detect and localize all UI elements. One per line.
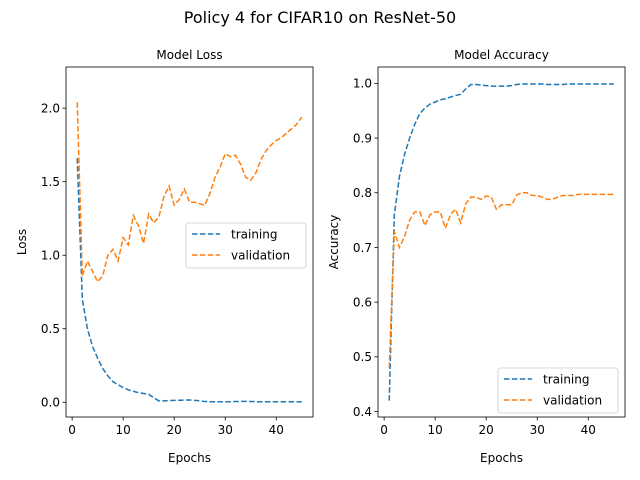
loss-chart-panel: Model Loss Epochs Loss 0 10 20 30 40 0.0 0.5 1.…	[15, 48, 314, 465]
accuracy-y-tick-label: 0.8	[353, 186, 372, 200]
accuracy-x-tick-label: 30	[530, 423, 545, 437]
accuracy-series-training-line	[388, 83, 614, 401]
accuracy-chart-title: Model Accuracy	[454, 48, 549, 62]
accuracy-x-axis-label: Epochs	[480, 451, 523, 465]
accuracy-legend-training-label: training	[543, 373, 590, 387]
loss-x-tick-label: 20	[167, 423, 182, 437]
accuracy-y-axis-label: Accuracy	[327, 215, 341, 270]
accuracy-x-tick-label: 0	[380, 423, 388, 437]
loss-y-tick-label: 1.0	[41, 249, 60, 263]
loss-x-tick-label: 10	[116, 423, 131, 437]
accuracy-y-tick-label: 0.9	[353, 131, 372, 145]
loss-x-axis-label: Epochs	[168, 451, 211, 465]
loss-x-tick-label: 30	[218, 423, 233, 437]
accuracy-y-tick-label: 0.6	[353, 295, 372, 309]
loss-y-tick-label: 1.5	[41, 175, 60, 189]
accuracy-x-tick-label: 40	[581, 423, 596, 437]
loss-series-training-line	[76, 158, 302, 403]
accuracy-legend-validation-label: validation	[543, 394, 602, 408]
accuracy-x-tick-label: 10	[428, 423, 443, 437]
accuracy-y-tick-label: 1.0	[353, 77, 372, 91]
loss-legend-training-label: training	[231, 228, 278, 242]
loss-y-axis-label: Loss	[15, 229, 29, 255]
loss-y-tick-label: 0.0	[41, 396, 60, 410]
figure-suptitle: Policy 4 for CIFAR10 on ResNet-50	[184, 8, 456, 27]
accuracy-chart-panel: Model Accuracy Epochs Accuracy 0 10 20 30 40…	[327, 48, 626, 465]
accuracy-x-tick-label: 20	[479, 423, 494, 437]
loss-x-tick-label: 40	[269, 423, 284, 437]
loss-axes-frame	[65, 66, 314, 418]
loss-legend-validation-label: validation	[231, 249, 290, 263]
accuracy-y-tick-label: 0.4	[353, 405, 372, 419]
accuracy-series-validation-line	[388, 192, 614, 368]
loss-series-validation-line	[76, 102, 303, 284]
loss-y-tick-label: 2.0	[41, 101, 60, 115]
accuracy-axes-frame	[377, 66, 626, 418]
loss-y-tick-label: 0.5	[41, 322, 60, 336]
loss-x-tick-label: 0	[68, 423, 76, 437]
accuracy-y-tick-label: 0.7	[353, 241, 372, 255]
accuracy-y-tick-label: 0.5	[353, 350, 372, 364]
loss-chart-title: Model Loss	[156, 48, 222, 62]
